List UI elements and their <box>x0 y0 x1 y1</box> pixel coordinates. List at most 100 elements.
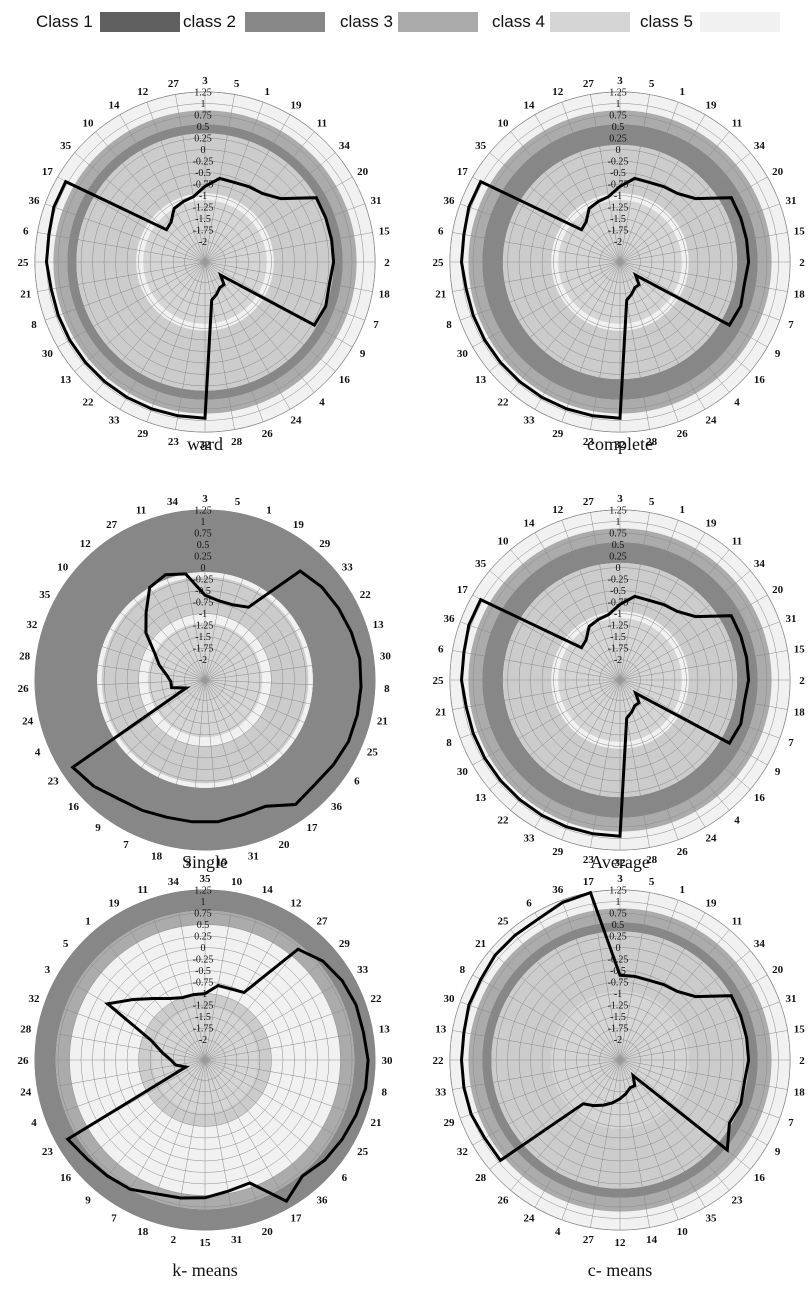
radar-center-point <box>202 259 208 265</box>
radar-category-label: 26 <box>677 428 689 440</box>
radar-spoke <box>619 1059 768 1146</box>
radar-data-point <box>117 798 120 800</box>
radar-spoke <box>619 679 751 790</box>
radar-tick-label: 1 <box>201 99 206 110</box>
radar-spoke <box>204 131 315 263</box>
radar-spoke <box>204 656 374 681</box>
radar-spoke <box>57 974 206 1061</box>
radar-spoke <box>204 1059 264 1220</box>
radar-spoke <box>619 1059 780 1119</box>
radar-spoke <box>204 520 265 681</box>
radar-data-point <box>223 283 225 286</box>
radar-chart: 1.2510.750.50.250-0.25-0.5-0.75-1-1.25-1… <box>18 493 392 872</box>
radar-tick-label: 1.25 <box>194 88 212 99</box>
radar-category-label: 29 <box>552 428 564 440</box>
radar-spoke <box>534 532 621 681</box>
radar-category-label: 27 <box>583 496 595 508</box>
radar-spoke <box>619 203 780 263</box>
radar-chart: 1.2510.750.50.250-0.25-0.5-0.75-1-1.25-1… <box>18 873 394 1280</box>
radar-data-point <box>633 177 636 180</box>
radar-data-point <box>728 324 731 326</box>
radar-data-point <box>347 740 350 743</box>
radar-tick-label: 0.25 <box>194 552 212 563</box>
radar-data-point <box>619 185 621 188</box>
radar-data-point <box>192 195 195 198</box>
radar-spoke <box>452 1059 621 1090</box>
radar-spoke <box>472 974 621 1061</box>
radar-category-label: 27 <box>168 78 180 90</box>
chart-title: c- means <box>588 1260 652 1280</box>
radar-data-point <box>634 704 636 707</box>
radar-tick-label: -1.5 <box>610 1012 626 1023</box>
radar-category-label: 8 <box>31 319 37 331</box>
radar-data-point <box>607 613 610 616</box>
radar-data-point <box>204 594 206 596</box>
radar-spoke <box>619 261 679 422</box>
radar-category-label: 13 <box>60 374 72 386</box>
radar-data-point <box>241 814 244 816</box>
radar-spoke <box>204 1059 353 1146</box>
radar-spoke <box>204 679 371 719</box>
radar-category-label: 31 <box>231 1234 242 1246</box>
radar-spoke <box>204 974 353 1061</box>
radar-category-label: 18 <box>794 707 806 719</box>
radar-data-point <box>217 821 219 823</box>
radar-tick-label: -1.25 <box>193 203 214 214</box>
radar-spoke <box>204 1059 336 1170</box>
radar-chart: 1.2510.750.50.250-0.25-0.5-0.75-1-1.25-1… <box>433 493 806 872</box>
radar-tick-label: -1 <box>614 191 622 202</box>
radar-data-point <box>325 217 327 219</box>
radar-category-label: 12 <box>552 504 564 516</box>
radar-category-label: 6 <box>354 775 360 787</box>
radar-category-label: 16 <box>754 792 766 804</box>
radar-category-label: 19 <box>293 519 305 531</box>
radar-category-label: 8 <box>460 964 466 976</box>
radar-spoke <box>45 1001 206 1061</box>
radar-category-label: 21 <box>377 715 388 727</box>
radar-data-point <box>170 680 172 683</box>
radar-spoke <box>489 950 621 1061</box>
radar-category-label: 21 <box>371 1117 382 1129</box>
radar-data-point <box>249 1182 251 1184</box>
radar-category-label: 16 <box>754 374 766 386</box>
radar-data-point <box>177 415 179 417</box>
radar-series-line <box>70 569 363 824</box>
radar-category-label: 12 <box>291 897 303 909</box>
radar-data-point <box>745 1036 748 1039</box>
radar-data-point <box>662 185 665 188</box>
radar-tick-label: 0.5 <box>612 920 625 931</box>
radar-data-point <box>740 1103 742 1105</box>
radar-spoke <box>452 232 621 263</box>
radar-spoke <box>452 261 621 292</box>
radar-tick-label: 0.25 <box>194 134 212 145</box>
radar-spoke <box>204 261 373 292</box>
radar-category-label: 5 <box>234 78 240 90</box>
radar-data-point <box>355 1114 357 1116</box>
radar-spoke <box>619 1059 730 1191</box>
radar-spoke <box>204 599 355 681</box>
radar-category-label: 32 <box>28 993 40 1005</box>
radar-category-label: 24 <box>291 415 303 427</box>
radar-category-label: 29 <box>339 938 351 950</box>
radar-spoke <box>204 679 306 818</box>
radar-category-label: 11 <box>732 916 742 928</box>
radar-spoke <box>204 1030 373 1061</box>
radar-category-label: 16 <box>339 374 351 386</box>
radar-spoke <box>510 929 621 1061</box>
radar-data-point <box>597 618 599 621</box>
radar-data-point <box>179 1197 182 1199</box>
radar-category-label: 22 <box>83 396 95 408</box>
radar-data-point <box>629 1087 631 1089</box>
radar-spoke <box>619 679 788 710</box>
radar-category-label: 10 <box>83 118 95 130</box>
radar-category-label: 20 <box>357 166 369 178</box>
radar-tick-label: 0 <box>201 943 206 954</box>
radar-category-label: 13 <box>373 619 385 631</box>
radar-data-point <box>743 701 746 703</box>
radar-category-label: 11 <box>732 118 742 130</box>
radar-spoke <box>619 650 788 681</box>
radar-data-point <box>479 978 482 981</box>
radar-data-point <box>103 380 106 383</box>
radar-category-label: 32 <box>457 1146 469 1158</box>
radar-data-point <box>582 1103 584 1105</box>
